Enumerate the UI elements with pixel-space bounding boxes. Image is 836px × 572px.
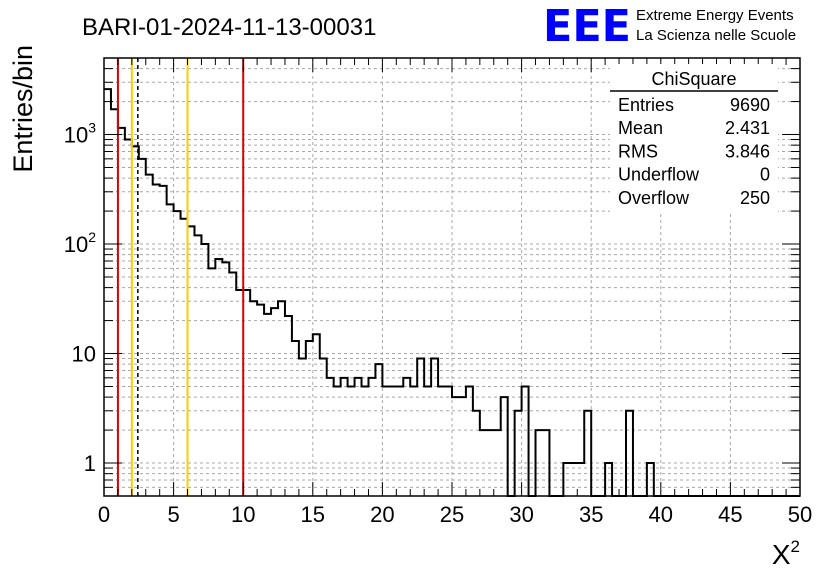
y-axis-label: Entries/bin	[8, 45, 38, 173]
stats-row-value: 3.846	[725, 141, 770, 161]
stats-row-label: Mean	[618, 118, 663, 138]
x-axis-label-exponent: 2	[791, 537, 800, 556]
stats-box-title: ChiSquare	[651, 69, 736, 89]
x-tick-label: 0	[98, 502, 110, 527]
stats-row-label: Entries	[618, 95, 674, 115]
x-axis-label-symbol: X	[772, 539, 791, 570]
y-tick-label: 102	[64, 229, 96, 257]
eee-logo: EEE Extreme Energy Events La Scienza nel…	[543, 1, 796, 52]
x-tick-label: 50	[788, 502, 812, 527]
stats-box: ChiSquare Entries 9690 Mean 2.431 RMS 3.846 Und…	[610, 64, 778, 212]
y-tick-label: 103	[64, 120, 96, 148]
stats-row-label: RMS	[618, 141, 658, 161]
x-tick-label: 15	[301, 502, 325, 527]
x-tick-label: 25	[440, 502, 464, 527]
x-tick-label: 20	[370, 502, 394, 527]
x-axis-label: X2	[772, 537, 800, 570]
x-tick-label: 5	[167, 502, 179, 527]
eee-logo-line1: Extreme Energy Events	[636, 7, 794, 24]
stats-row-label: Overflow	[618, 188, 690, 208]
y-tick-label: 10	[72, 342, 96, 367]
x-tick-label: 10	[231, 502, 255, 527]
x-tick-label: 35	[579, 502, 603, 527]
x-tick-label: 45	[718, 502, 742, 527]
stats-row-value: 0	[760, 165, 770, 185]
stats-row-value: 2.431	[725, 118, 770, 138]
y-tick-label: 1	[84, 451, 96, 476]
eee-logo-line2: La Scienza nelle Scuole	[636, 27, 796, 44]
histogram-series	[104, 88, 800, 497]
x-tick-label: 30	[509, 502, 533, 527]
stats-row-value: 9690	[730, 95, 770, 115]
stats-box-background	[610, 64, 778, 212]
axis-ticks	[103, 57, 801, 497]
plot-area: 0 5 10 15 20 25 30 35 40 45 50 1 10 102 103 ChiSquare En…	[64, 57, 812, 527]
stats-row-value: 250	[740, 188, 770, 208]
chart-title: BARI-01-2024-11-13-00031	[82, 14, 376, 41]
x-tick-label: 40	[649, 502, 673, 527]
eee-logo-mark: EEE	[543, 1, 631, 52]
stats-row-label: Underflow	[618, 165, 700, 185]
